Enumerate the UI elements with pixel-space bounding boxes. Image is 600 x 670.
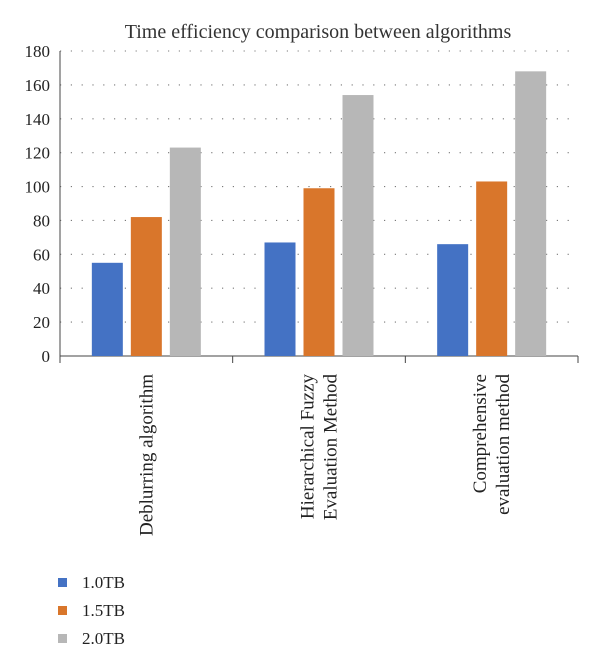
bars [91,71,547,357]
y-tick-label: 160 [25,76,51,95]
legend: 1.0TB 1.5TB 2.0TB [58,573,125,648]
y-tick-label: 40 [33,279,50,298]
x-category-label: Deblurring algorithm [136,374,157,536]
bar [264,242,296,356]
bar [303,188,335,356]
y-tick-label: 140 [25,110,51,129]
bar [476,181,508,356]
y-tick-label: 180 [25,42,51,61]
legend-swatch [58,578,67,587]
bar [169,147,201,356]
bar [515,71,547,356]
legend-label: 1.5TB [82,601,125,620]
x-category-label-line: Deblurring algorithm [136,374,157,536]
x-category-label-line: Comprehensive [470,374,491,493]
bar [342,95,374,357]
y-tick-label: 20 [33,313,50,332]
legend-swatch [58,606,67,615]
legend-swatch [58,634,67,643]
y-tick-label: 0 [42,347,51,366]
y-axis-ticks: 0 20 40 60 80 100 120 140 160 180 [25,42,51,366]
x-category-label: Comprehensive evaluation method [470,374,514,515]
y-tick-label: 120 [25,144,51,163]
x-category-label-line: Hierarchical Fuzzy [298,374,319,520]
y-tick-label: 80 [33,211,50,230]
x-category-label-line: Evaluation Method [321,374,342,521]
legend-label: 1.0TB [82,573,125,592]
bar [91,262,123,356]
bar [130,217,162,356]
y-tick-label: 100 [25,178,51,197]
y-tick-label: 60 [33,245,50,264]
x-axis-labels: Deblurring algorithm Hierarchical Fuzzy Ev… [136,374,514,536]
x-category-label: Hierarchical Fuzzy Evaluation Method [298,374,342,521]
legend-label: 2.0TB [82,629,125,648]
chart-title: Time efficiency comparison between algor… [125,21,512,43]
bar [437,244,469,356]
x-category-label-line: evaluation method [493,374,514,515]
